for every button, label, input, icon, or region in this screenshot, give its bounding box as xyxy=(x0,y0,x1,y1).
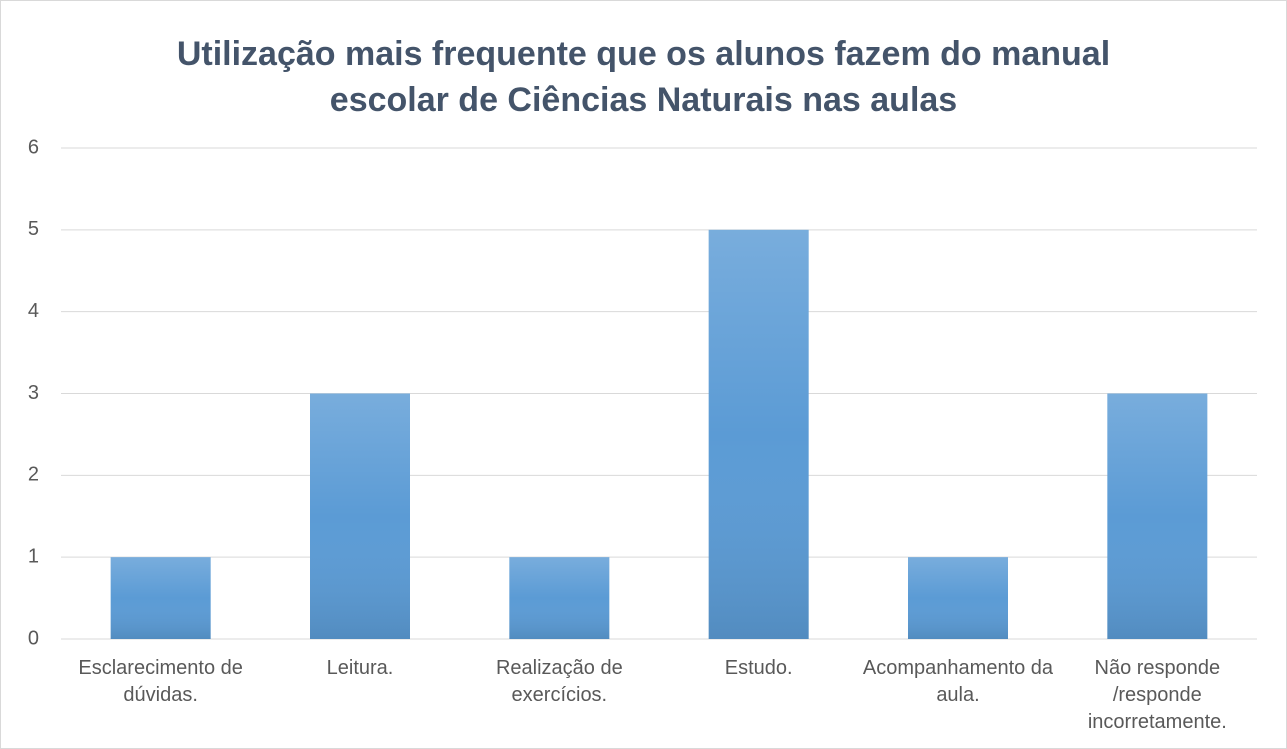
y-tick-label: 3 xyxy=(28,382,39,404)
x-tick-label: Esclarecimento de dúvidas. xyxy=(78,657,243,706)
bar xyxy=(708,229,809,640)
x-tick-label: Estudo. xyxy=(724,657,793,679)
x-tick-label: Acompanhamento da aula. xyxy=(862,657,1054,706)
bar xyxy=(908,557,1008,639)
y-tick-label: 1 xyxy=(28,545,39,567)
bar xyxy=(110,557,211,639)
y-tick-label: 0 xyxy=(28,627,39,649)
y-tick-label: 2 xyxy=(28,464,39,486)
x-tick-label: Não responde /responde incorretamente. xyxy=(1087,657,1227,733)
bar xyxy=(310,393,410,639)
bar xyxy=(1107,393,1208,639)
x-tick-label: Realização de exercícios. xyxy=(495,657,623,706)
chart-title: Utilização mais frequente que os alunos … xyxy=(176,35,1111,119)
y-tick-label: 5 xyxy=(28,218,39,240)
y-tick-label: 4 xyxy=(28,300,39,322)
bar xyxy=(509,557,610,639)
y-tick-label: 6 xyxy=(28,136,39,158)
x-tick-label: Leitura. xyxy=(326,657,394,679)
